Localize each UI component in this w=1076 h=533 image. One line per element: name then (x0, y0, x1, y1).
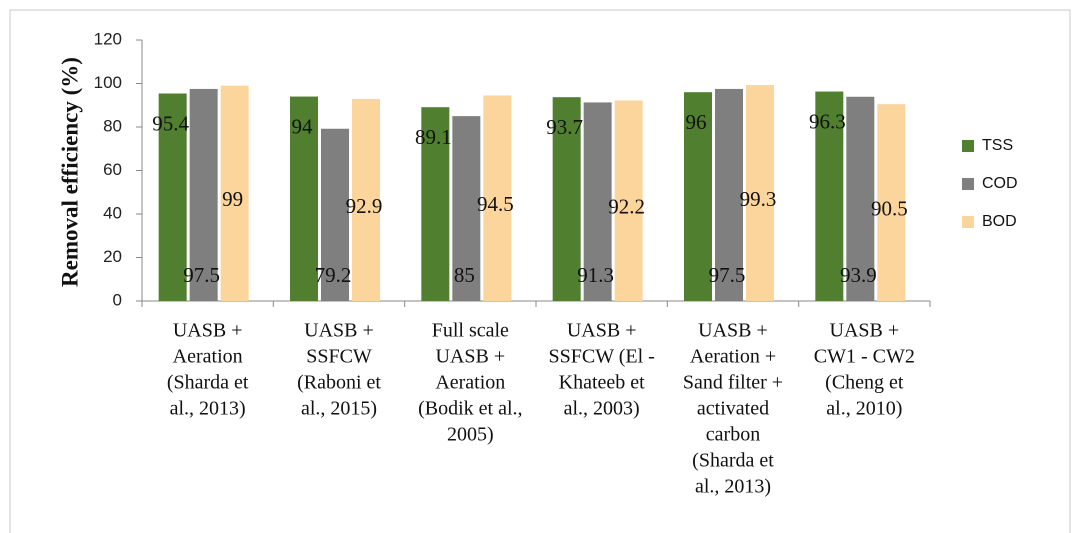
x-tick-label: al., 2015) (301, 398, 377, 420)
x-tick-label: al., 2003) (564, 398, 640, 420)
x-tick-label: UASB + (567, 320, 637, 342)
bar (220, 85, 249, 301)
bar (815, 91, 844, 301)
chart-border (9, 9, 1071, 533)
y-tick-label: 40 (103, 203, 122, 222)
data-label: 79.2 (315, 263, 352, 287)
data-label: 96 (686, 110, 707, 134)
data-label: 95.4 (152, 111, 189, 135)
data-label: 90.5 (871, 196, 908, 220)
legend-label: TSS (982, 137, 1013, 154)
bar (746, 85, 774, 302)
bar (290, 96, 318, 301)
data-label: 92.2 (608, 195, 645, 219)
x-tick-label: Aeration (173, 346, 243, 368)
y-tick-label: 100 (94, 73, 122, 92)
data-label: 97.5 (183, 263, 220, 287)
x-tick-label: UASB + (173, 320, 243, 342)
x-tick-label: activated (697, 398, 769, 420)
legend-swatch (962, 216, 974, 228)
x-tick-label: Full scale (432, 320, 509, 342)
legend-label: COD (982, 175, 1018, 192)
data-label: 99 (222, 187, 243, 211)
data-label: 97.5 (709, 263, 746, 287)
bar (684, 92, 712, 301)
legend-label: BOD (982, 213, 1017, 230)
x-tick-label: (Raboni et (297, 372, 381, 394)
x-tick-label: al., 2013) (170, 398, 246, 420)
legend-swatch (962, 140, 974, 152)
y-tick-label: 0 (113, 290, 122, 309)
x-tick-label: Khateeb et (559, 372, 646, 394)
bar (846, 96, 875, 301)
bar (158, 93, 187, 301)
x-tick-label: SSFCW (El - (549, 346, 655, 368)
x-tick-label: UASB + (436, 346, 506, 368)
bar (189, 88, 218, 301)
data-label: 89.1 (415, 125, 452, 149)
x-tick-label: 2005) (447, 424, 494, 446)
bar (552, 97, 581, 301)
data-label: 93.9 (840, 263, 877, 287)
x-tick-label: al., 2013) (695, 476, 771, 498)
data-label: 99.3 (740, 187, 777, 211)
x-tick-label: (Sharda et (167, 372, 249, 394)
x-tick-label: SSFCW (306, 346, 372, 368)
data-label: 94.5 (477, 192, 514, 216)
bar (715, 88, 743, 301)
x-tick-label: (Cheng et (825, 372, 904, 394)
x-tick-label: CW1 - CW2 (814, 346, 915, 368)
legend-swatch (962, 178, 974, 190)
x-tick-label: al., 2010) (826, 398, 902, 420)
bar (421, 107, 450, 302)
bar (583, 102, 612, 301)
x-tick-label: UASB + (830, 320, 900, 342)
data-label: 93.7 (546, 115, 583, 139)
x-tick-label: UASB + (304, 320, 374, 342)
x-tick-label: Aeration (435, 372, 505, 394)
data-label: 96.3 (809, 109, 846, 133)
bar (614, 100, 643, 301)
y-axis-label: Removal efficiency (%) (57, 57, 82, 287)
x-tick-label: Aeration + (690, 346, 776, 368)
x-tick-label: (Bodik et al., (418, 398, 522, 420)
x-tick-label: carbon (706, 424, 760, 446)
bar (877, 104, 906, 301)
y-tick-label: 80 (103, 116, 122, 135)
bar (452, 116, 481, 301)
data-label: 91.3 (577, 263, 614, 287)
y-tick-label: 20 (103, 247, 122, 266)
x-tick-label: UASB + (698, 320, 768, 342)
data-label: 94 (292, 114, 314, 138)
y-tick-label: 120 (94, 29, 122, 48)
bar (352, 98, 380, 301)
bar (321, 128, 349, 301)
bar (483, 95, 512, 302)
data-label: 92.9 (346, 194, 383, 218)
x-tick-label: (Sharda et (692, 450, 774, 472)
y-tick-label: 60 (103, 160, 122, 179)
data-label: 85 (454, 263, 475, 287)
x-tick-label: Sand filter + (683, 372, 783, 394)
